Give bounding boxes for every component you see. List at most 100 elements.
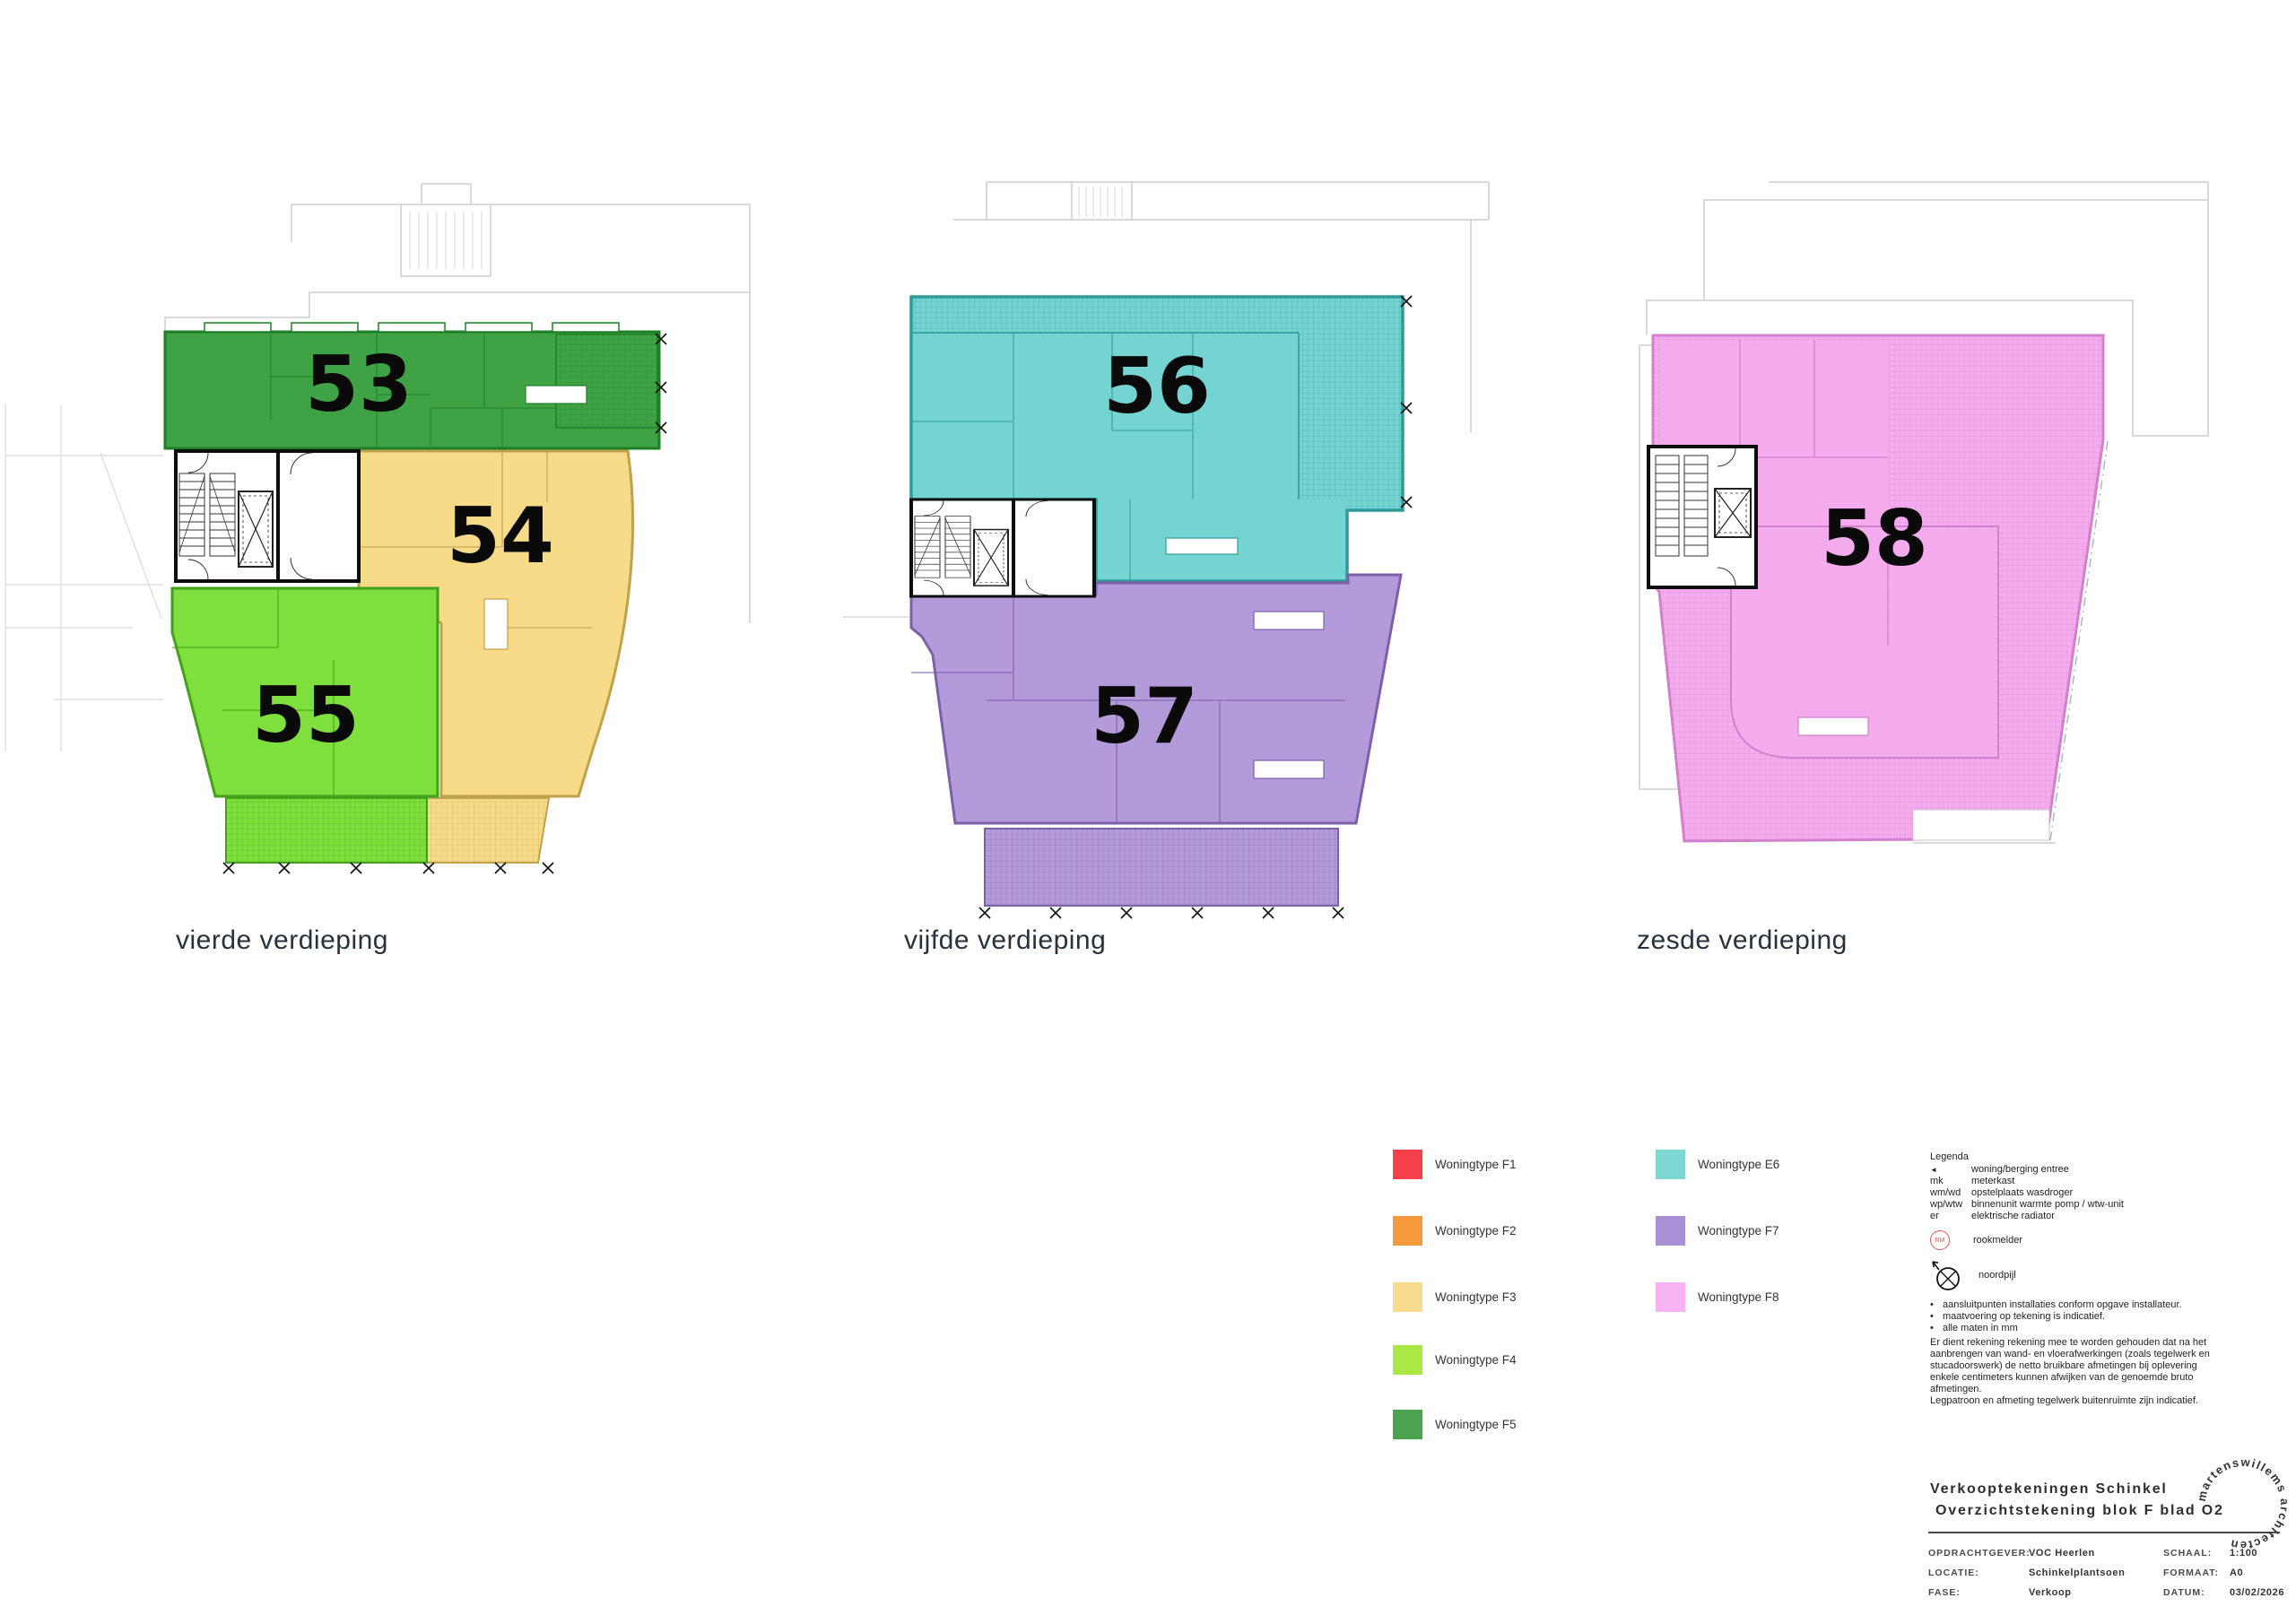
bullet-text: alle maten in mm bbox=[1943, 1323, 2018, 1333]
railing-marks bbox=[222, 333, 667, 874]
roof-notch bbox=[1912, 809, 2050, 841]
unit-57-number: 57 bbox=[1091, 672, 1198, 761]
legenda-entry-key: mk bbox=[1930, 1176, 1944, 1186]
unit-57-region bbox=[909, 573, 1403, 907]
walls-56 bbox=[911, 333, 1194, 581]
field-locatie-label: LOCATIE: bbox=[1928, 1568, 1979, 1578]
noordpijl-label: noordpijl bbox=[1979, 1269, 2016, 1281]
legend-item-e6: Woningtype E6 bbox=[1656, 1150, 1779, 1179]
swatch-f1 bbox=[1393, 1150, 1422, 1179]
architect-logo: martenswillems architecten bbox=[2195, 1455, 2292, 1552]
unit-58-number: 58 bbox=[1821, 494, 1928, 584]
swatch-f2 bbox=[1393, 1216, 1422, 1246]
unit-53-number: 53 bbox=[305, 340, 413, 430]
unit-55-number: 55 bbox=[252, 671, 360, 760]
legend-item-f1: Woningtype F1 bbox=[1393, 1150, 1517, 1179]
legend-label: Woningtype F5 bbox=[1435, 1418, 1517, 1431]
bullet-text: maatvoering op tekening is indicatief. bbox=[1943, 1311, 2105, 1322]
logo-ring-text: martenswillems architecten bbox=[2195, 1455, 2291, 1552]
legenda-entry-label: opstelplaats wasdroger bbox=[1971, 1187, 2074, 1198]
bullet-item: • alle maten in mm bbox=[1930, 1323, 2253, 1334]
legend-item-f2: Woningtype F2 bbox=[1393, 1216, 1517, 1246]
legenda-entry-label: woning/berging entree bbox=[1971, 1164, 2069, 1175]
legend-label: Woningtype F1 bbox=[1435, 1158, 1517, 1171]
field-formaat-label: FORMAAT: bbox=[2163, 1568, 2220, 1578]
unit-58-region bbox=[1651, 334, 2105, 843]
swatch-f8 bbox=[1656, 1282, 1685, 1312]
stair-core bbox=[909, 498, 1096, 599]
note-line: Legpatroon en afmeting tegelwerk buitenr… bbox=[1930, 1395, 2199, 1406]
legend-label: Woningtype F4 bbox=[1435, 1353, 1517, 1367]
legenda-entry: mk meterkast bbox=[1930, 1176, 2253, 1187]
stair-core bbox=[1647, 445, 1758, 589]
walls-53 bbox=[270, 334, 556, 448]
floor-plans-canvas: 53 54 55 vierde verdieping bbox=[4, 181, 2209, 955]
kitchen-island-icon bbox=[483, 598, 509, 650]
legend-label: Woningtype F8 bbox=[1698, 1290, 1779, 1304]
field-fase-value: Verkoop bbox=[2029, 1587, 2072, 1598]
floor-label-zesde: zesde verdieping bbox=[1637, 925, 1848, 955]
balcony-57 bbox=[984, 828, 1339, 907]
bullet-item: • aansluitpunten installaties conform op… bbox=[1930, 1299, 2253, 1311]
legend-item-f7: Woningtype F7 bbox=[1656, 1216, 1779, 1246]
walls-55 bbox=[172, 588, 335, 796]
plan-vierde-verdieping: 53 54 55 vierde verdieping bbox=[4, 183, 751, 955]
swatch-f3 bbox=[1393, 1282, 1422, 1312]
swatch-f7 bbox=[1656, 1216, 1685, 1246]
entree-arrow-icon: ◄ bbox=[1930, 1166, 1937, 1174]
unit-55-region bbox=[170, 586, 439, 864]
swatch-f4 bbox=[1393, 1345, 1422, 1375]
note-line: afmetingen. bbox=[1930, 1384, 1982, 1394]
stair-core bbox=[174, 449, 361, 583]
legenda-entry-label: binnenunit warmte pomp / wtw-unit bbox=[1971, 1199, 2124, 1210]
legenda-entry: er elektrische radiator bbox=[1930, 1211, 2253, 1222]
field-opdrachtgever-label: OPDRACHTGEVER: bbox=[1928, 1548, 2031, 1559]
legend-label: Woningtype E6 bbox=[1698, 1158, 1780, 1171]
legenda-entry: wp/wtw binnenunit warmte pomp / wtw-unit bbox=[1930, 1199, 2253, 1211]
context-outlines bbox=[4, 183, 751, 751]
kitchen-island-icon bbox=[1253, 611, 1325, 630]
legend-label: Woningtype F7 bbox=[1698, 1224, 1779, 1238]
bullet-item: • maatvoering op tekening is indicatief. bbox=[1930, 1311, 2253, 1323]
walls-54 bbox=[359, 451, 592, 629]
legend-item-f8: Woningtype F8 bbox=[1656, 1282, 1779, 1312]
unit-56-region bbox=[909, 295, 1405, 583]
legend-label: Woningtype F3 bbox=[1435, 1290, 1517, 1304]
walls-57 bbox=[911, 595, 1345, 823]
field-formaat-value: A0 bbox=[2230, 1568, 2244, 1578]
context-outlines bbox=[843, 181, 1490, 618]
legend-item-f3: Woningtype F3 bbox=[1393, 1282, 1517, 1312]
legend-item-f5: Woningtype F5 bbox=[1393, 1410, 1517, 1439]
legenda-entry-key: er bbox=[1930, 1211, 1939, 1221]
field-schaal-label: SCHAAL: bbox=[2163, 1548, 2213, 1559]
field-locatie-value: Schinkelplantsoen bbox=[2029, 1568, 2126, 1578]
legenda-title: Legenda bbox=[1930, 1151, 1969, 1162]
bullet-icon: • bbox=[1930, 1299, 1934, 1310]
balcony-55 bbox=[225, 797, 428, 864]
sheet-title: Verkooptekeningen Schinkel bbox=[1930, 1481, 2168, 1497]
kitchen-island-icon bbox=[1253, 760, 1325, 779]
note-line: Er dient rekening rekening mee te worden… bbox=[1930, 1337, 2207, 1348]
kitchen-island-icon bbox=[1797, 716, 1869, 736]
swatch-f5 bbox=[1393, 1410, 1422, 1439]
north-arrow-icon bbox=[1932, 1261, 1960, 1290]
legenda-bullets: • aansluitpunten installaties conform op… bbox=[1930, 1299, 2253, 1334]
legenda-block: Legenda ◄ woning/berging entree mk meter… bbox=[1930, 1151, 2253, 1407]
railing-marks bbox=[978, 295, 1413, 919]
note-line: aanbrengen van wand- en vloerafwerkingen… bbox=[1930, 1349, 2210, 1359]
unit-53-region bbox=[163, 322, 661, 450]
field-opdrachtgever-value: VOC Heerlen bbox=[2029, 1548, 2095, 1559]
terrace-53 bbox=[555, 334, 658, 429]
bullet-icon: • bbox=[1930, 1311, 1934, 1322]
svg-text:martenswillems architecten: martenswillems architecten bbox=[2195, 1455, 2292, 1552]
bullet-text: aansluitpunten installaties conform opga… bbox=[1943, 1299, 2182, 1310]
noordpijl-row: noordpijl bbox=[1930, 1258, 2253, 1292]
plan-zesde-verdieping: 58 zesde verdieping bbox=[1637, 181, 2209, 955]
note-line: enkele centimeters kunnen afwijken van d… bbox=[1930, 1372, 2194, 1383]
balcony-54 bbox=[426, 797, 551, 864]
field-datum-value: 03/02/2026 bbox=[2230, 1587, 2285, 1598]
rookmelder-row: RM rookmelder bbox=[1930, 1230, 2253, 1250]
swatch-e6 bbox=[1656, 1150, 1685, 1179]
rookmelder-icon: RM bbox=[1930, 1230, 1950, 1250]
